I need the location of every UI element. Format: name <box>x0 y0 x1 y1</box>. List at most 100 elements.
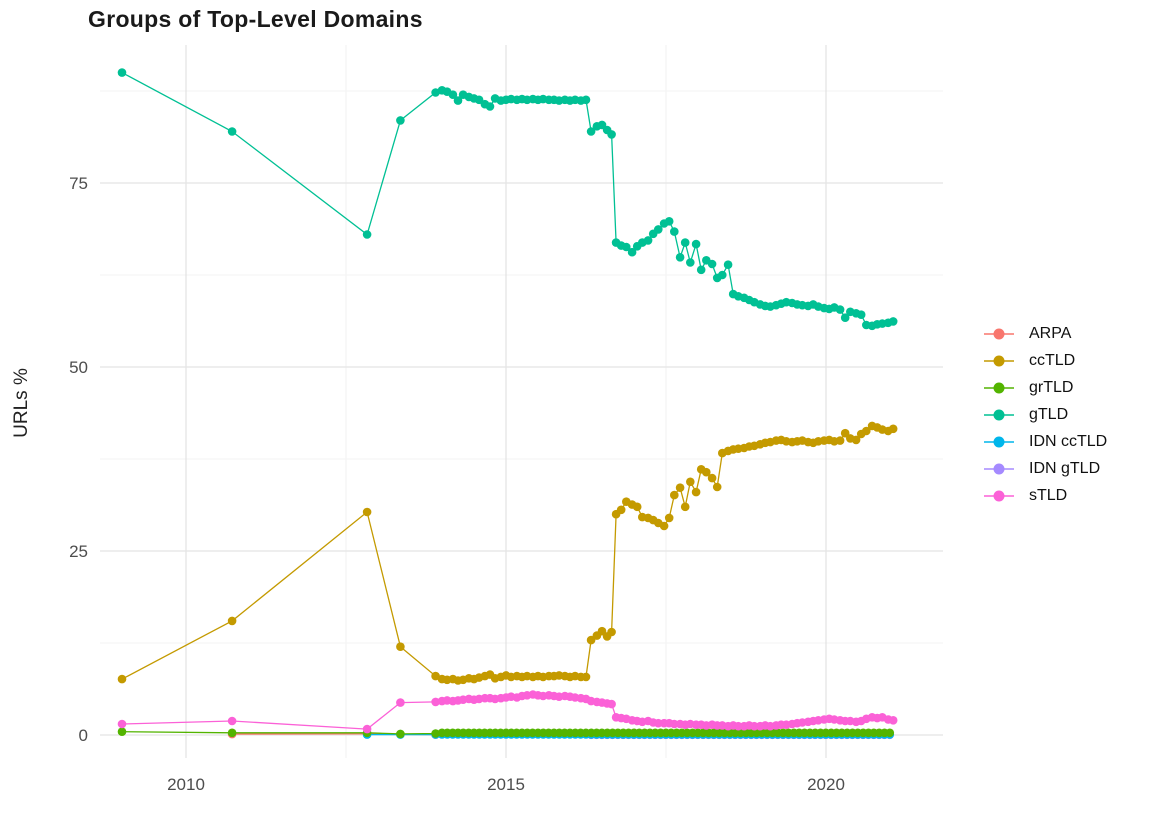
series-grtld-point <box>117 727 127 736</box>
series-stld-point <box>227 716 237 726</box>
series-cctld-point <box>632 502 642 512</box>
series-cctld-point <box>888 424 898 434</box>
series-cctld-point <box>835 436 845 445</box>
series-gtld-point <box>607 130 616 139</box>
series-cctld-point <box>712 482 722 492</box>
series-gtld-point <box>856 310 866 320</box>
legend-item-grtld: grTLD <box>983 374 1107 401</box>
series-cctld-point <box>581 672 591 682</box>
legend-dot <box>993 328 1005 339</box>
series-cctld-point <box>670 490 679 500</box>
legend-label: ccTLD <box>1029 351 1076 369</box>
series-gtld-point <box>691 239 701 249</box>
series-cctld-point <box>680 502 690 512</box>
series-cctld-point <box>675 483 685 493</box>
legend-item-cctld: ccTLD <box>983 347 1107 374</box>
series-gtld-point <box>643 236 653 245</box>
series-gtld-point <box>680 238 690 247</box>
legend-dot <box>993 490 1005 501</box>
legend-marker-gtld-icon <box>984 409 1014 420</box>
series-grtld-point <box>227 728 237 738</box>
series-cctld-point <box>659 521 669 531</box>
y-tick-label: 50 <box>69 358 88 377</box>
series-cctld-point <box>707 473 717 483</box>
series-gtld-point <box>670 227 679 236</box>
series-cctld-point <box>396 642 405 651</box>
series-cctld-point <box>862 426 871 436</box>
series-cctld-point <box>691 487 701 497</box>
series-cctld-point <box>686 477 695 487</box>
series-cctld-line <box>121 425 894 682</box>
series-gtld-point <box>675 252 685 262</box>
series-gtld-point <box>840 313 850 323</box>
legend-dot <box>993 409 1005 420</box>
legend-item-gtld: gTLD <box>983 401 1107 428</box>
series-gtld-point <box>707 259 717 269</box>
legend-item-arpa: ARPA <box>983 320 1107 347</box>
series-cctld-point <box>586 635 596 645</box>
y-tick-label: 25 <box>69 542 88 561</box>
series-gtld-point <box>448 90 458 99</box>
series-cctld-point <box>664 513 674 523</box>
x-tick-label: 2015 <box>487 775 525 794</box>
series-gtld-point <box>396 116 405 125</box>
series-cctld-point <box>851 435 861 445</box>
series-gtld-point <box>723 260 733 270</box>
series-stld-point <box>888 716 898 725</box>
series-stld-point <box>396 698 405 707</box>
series-cctld-point <box>702 467 711 477</box>
series-gtld-point <box>654 225 663 234</box>
legend-label: grTLD <box>1029 378 1074 396</box>
series-grtld-point <box>431 729 440 738</box>
series-gtld-point <box>622 242 631 252</box>
series-gtld-point <box>696 265 706 275</box>
legend-marker-grtld-icon <box>984 382 1014 393</box>
legend-marker-idn-gtld-icon <box>984 463 1014 474</box>
legend: ARPA ccTLD grTLD gTLD IDN ccTLD IDN gTLD sTLD <box>983 320 1107 509</box>
series-grtld-point <box>396 729 405 739</box>
legend-label: IDN ccTLD <box>1029 432 1108 450</box>
series-grtld-point <box>885 728 895 738</box>
legend-dot <box>993 436 1005 447</box>
legend-marker-idn-cctld-icon <box>984 436 1014 447</box>
series-gtld-point <box>718 270 727 280</box>
legend-item-idn-cctld: IDN ccTLD <box>983 428 1107 455</box>
legend-label: ARPA <box>1029 324 1072 342</box>
series-gtld-point <box>686 258 695 267</box>
series-cctld-point <box>117 674 127 684</box>
legend-label: sTLD <box>1029 486 1068 504</box>
series-cctld-point <box>227 616 237 626</box>
series-stld-point <box>607 699 616 709</box>
legend-item-idn-gtld: IDN gTLD <box>983 455 1107 482</box>
legend-item-stld: sTLD <box>983 482 1107 509</box>
legend-marker-cctld-icon <box>984 355 1014 366</box>
series-gtld-point <box>627 247 637 257</box>
series-gtld-point <box>586 127 596 136</box>
legend-label: IDN gTLD <box>1029 459 1101 477</box>
series-gtld-point <box>453 96 463 105</box>
series-gtld-point <box>227 127 237 136</box>
series-gtld-point <box>835 305 845 314</box>
series-gtld-point <box>117 68 127 77</box>
series-gtld-point <box>362 230 372 239</box>
series-gtld-line <box>121 72 894 327</box>
legend-dot <box>993 382 1005 393</box>
series-stld-point <box>117 719 127 729</box>
legend-marker-stld-icon <box>984 490 1014 501</box>
legend-label: gTLD <box>1029 405 1069 423</box>
series-cctld-point <box>431 671 440 681</box>
chart-title: Groups of Top-Level Domains <box>88 6 423 32</box>
series-stld-point <box>431 697 440 707</box>
series-gtld-point <box>485 102 495 111</box>
series-gtld-point <box>664 217 674 226</box>
x-tick-label: 2020 <box>807 775 845 794</box>
legend-dot <box>993 355 1005 366</box>
series-gtld-point <box>581 95 591 105</box>
series-cctld-point <box>616 505 626 515</box>
y-tick-label: 0 <box>79 726 88 745</box>
series-cctld-point <box>607 627 616 637</box>
y-axis-title: URLs % <box>11 368 32 438</box>
x-tick-label: 2010 <box>167 775 205 794</box>
legend-marker-arpa-icon <box>984 328 1014 339</box>
